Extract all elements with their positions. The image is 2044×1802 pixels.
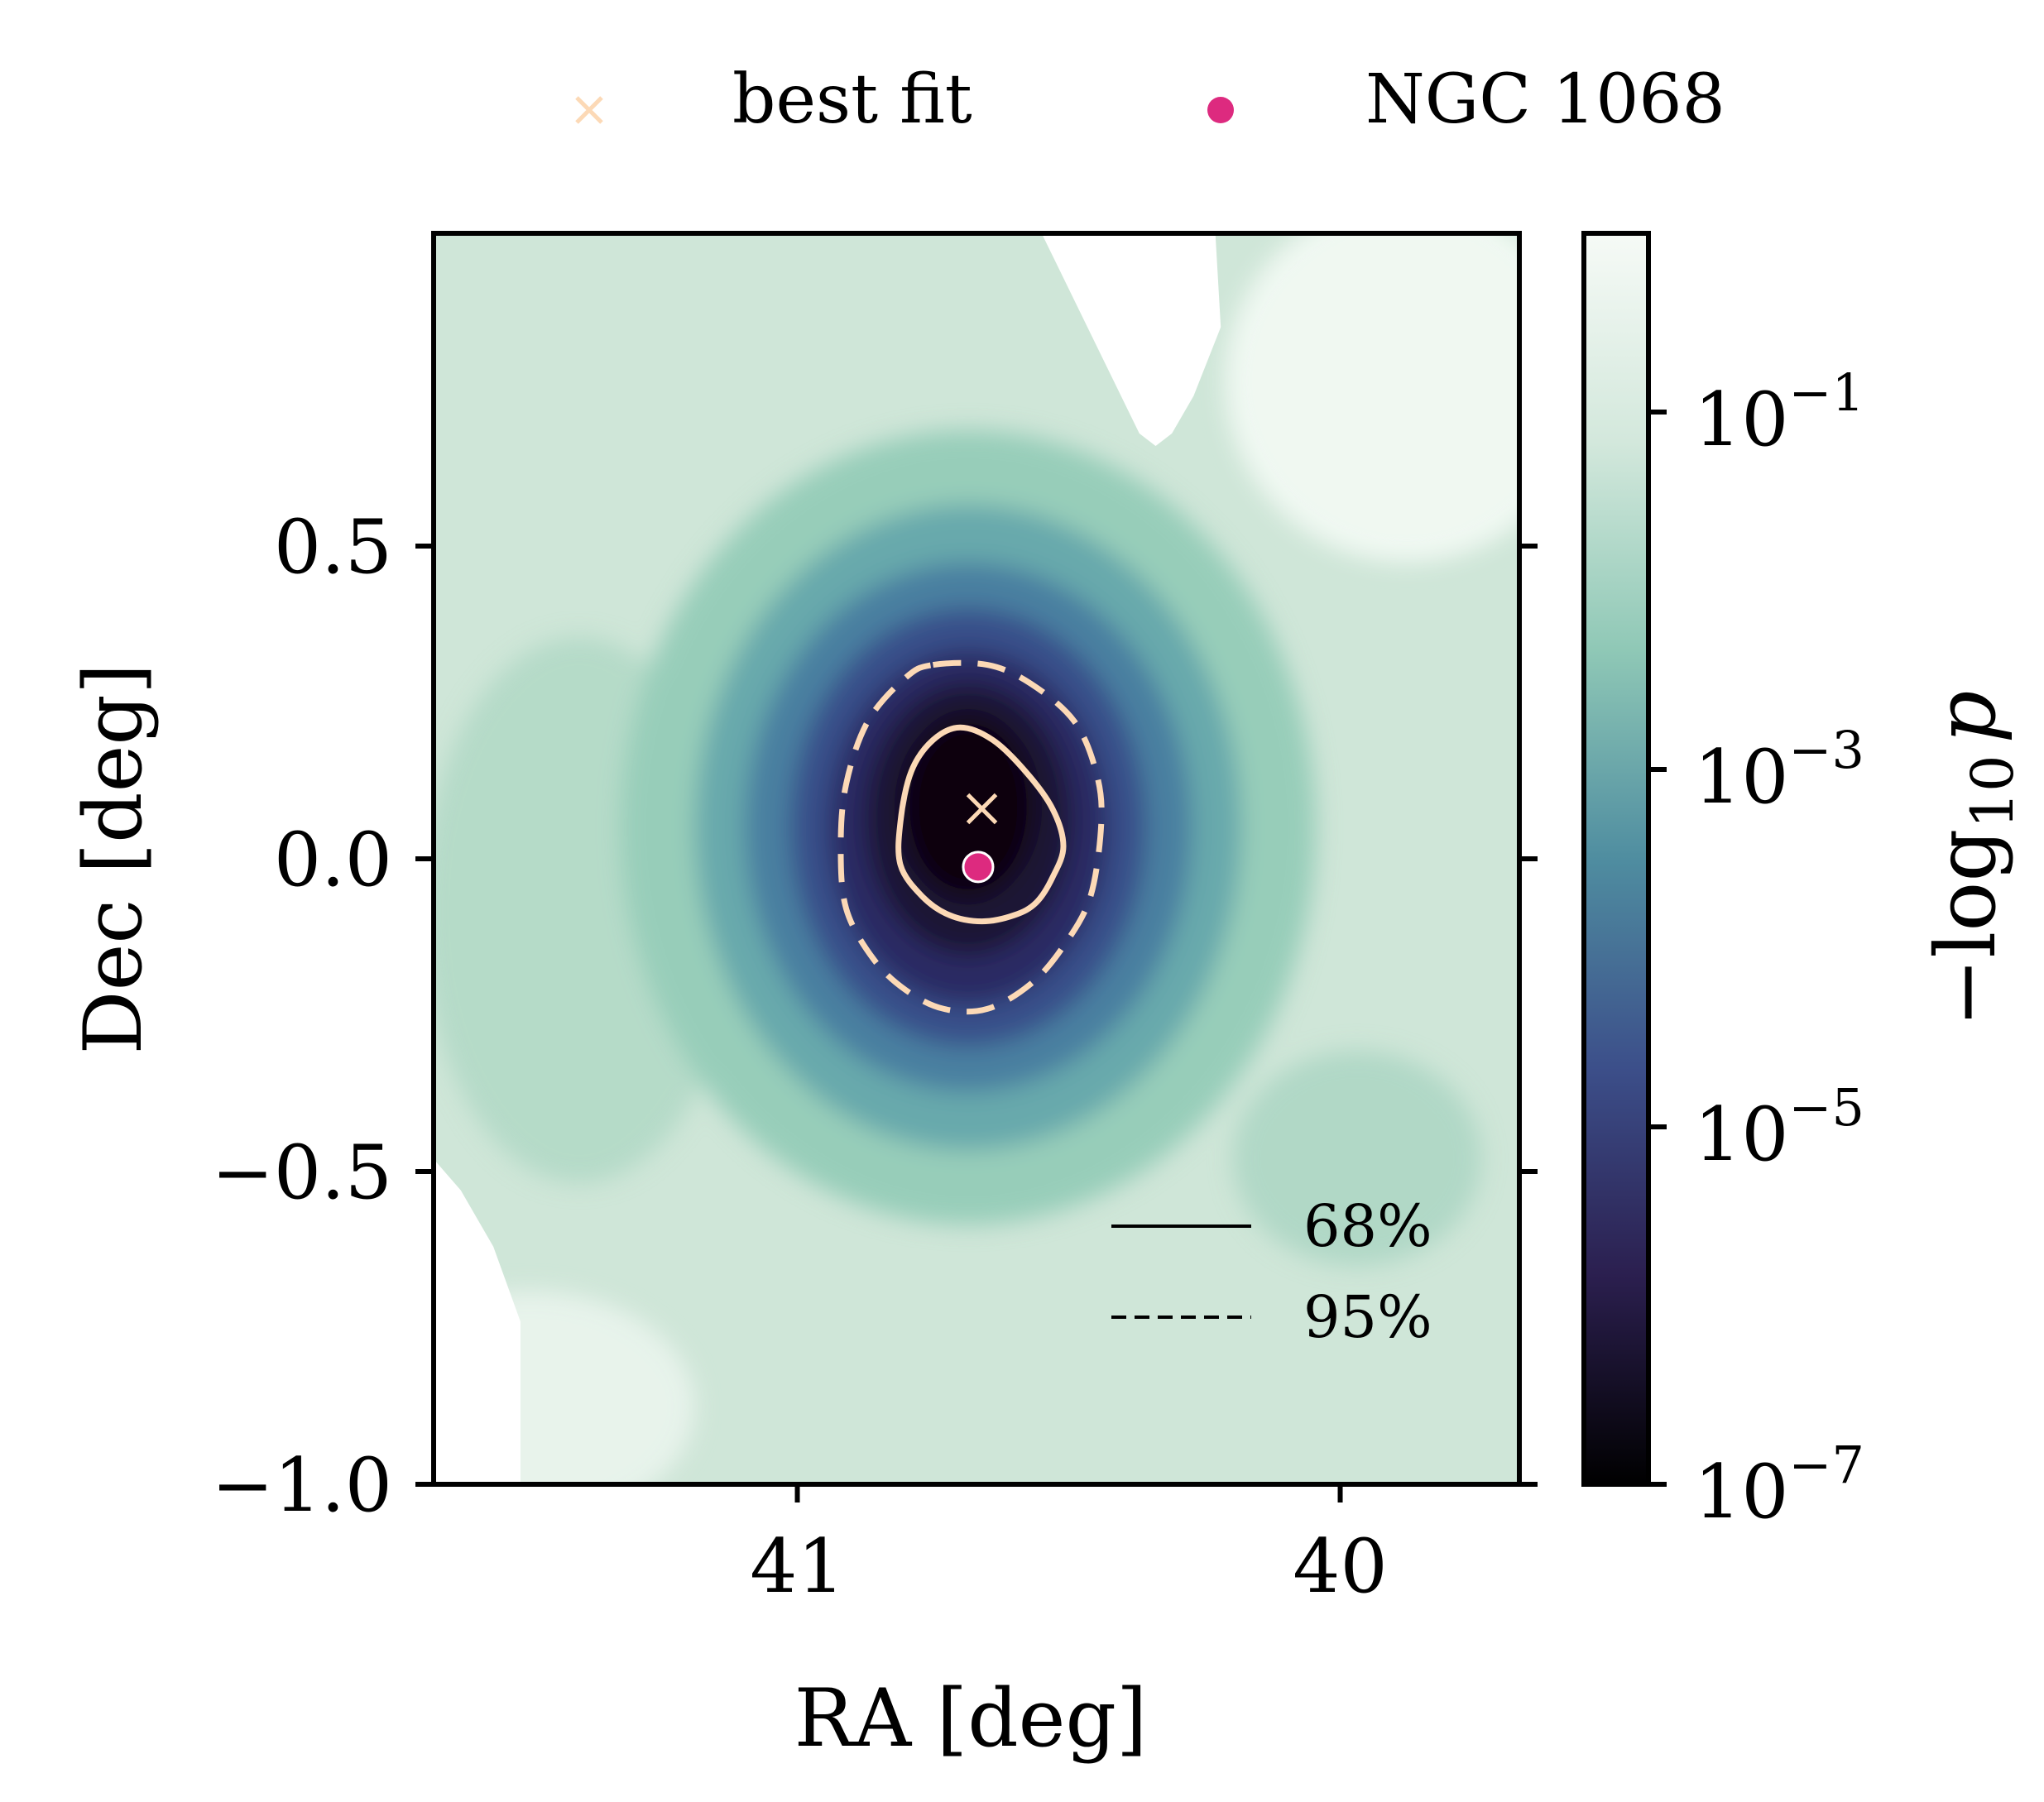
colorbar-tick-label: 10−5 [1694, 1077, 1864, 1178]
x-tick-label: 41 [750, 1523, 845, 1610]
empty-region-2 [434, 1158, 521, 1484]
colorbar-tick-label: 10−3 [1694, 720, 1864, 821]
colorbar-label-prefix: −log [1917, 829, 2014, 1028]
ngc-1068-marker [962, 851, 995, 884]
source-markers [962, 793, 998, 884]
legend-entry-best-fit: best fit [575, 60, 972, 139]
colorbar-frame [1581, 231, 1651, 1487]
heatmap-light-lower-left [434, 1291, 695, 1484]
contour-68-percent [895, 724, 1067, 925]
colorbar-gradient-bar [1584, 233, 1648, 1484]
colorbar-tick-label: 10−7 [1694, 1435, 1864, 1536]
x-axis-ticks: 41 40 [750, 1484, 1388, 1610]
y-tick-label: 0.5 [274, 504, 392, 591]
x-tick-label: 40 [1293, 1523, 1388, 1610]
confidence-contours [837, 659, 1105, 1015]
legend-entry-ngc-1068: NGC 1068 [1207, 60, 1725, 139]
colorbar-ticks: 10−7 10−5 10−3 10−1 [1648, 362, 1864, 1536]
empty-region-1 [1041, 233, 1221, 447]
y-tick-label: −0.5 [211, 1129, 392, 1216]
colorbar: 10−7 10−5 10−3 10−1 −log10 p [1581, 231, 2027, 1536]
empty-regions [434, 233, 1221, 1484]
marker-legend: best fit NGC 1068 [575, 60, 1725, 139]
legend-95-label: 95% [1303, 1283, 1432, 1351]
colorbar-tick-label: 10−1 [1694, 362, 1864, 463]
colorbar-label: −log10 p [1917, 690, 2027, 1027]
colorbar-label-subscript: 10 [1959, 755, 2027, 828]
heatmap-light-upper-right [1225, 233, 1519, 563]
y-axis-ticks: 0.5 0.0 −0.5 −1.0 [211, 504, 1538, 1529]
colorbar-label-variable: p [1917, 690, 2014, 743]
legend-68-label: 68% [1303, 1192, 1432, 1260]
heatmap-halo-lower-right [1233, 1051, 1481, 1266]
contour-95-percent [837, 659, 1105, 1015]
ngc-1068-legend-dot-icon [1207, 97, 1234, 123]
heatmap-field [434, 233, 1519, 1484]
x-axis-label: RA [deg] [794, 1672, 1148, 1765]
best-fit-legend-x-icon [575, 96, 603, 124]
best-fit-marker [966, 793, 998, 825]
y-tick-label: 0.0 [274, 817, 392, 903]
y-tick-label: −1.0 [211, 1442, 392, 1529]
legend-ngc-1068-label: NGC 1068 [1365, 60, 1725, 139]
y-axis-label: Dec [deg] [67, 664, 160, 1055]
heatmap-plot: 41 40 0.5 0.0 −0.5 −1.0 RA [deg] Dec [deg] 6… [67, 231, 1538, 1765]
heatmap-level-7 [902, 716, 1034, 898]
legend-best-fit-label: best fit [732, 60, 972, 139]
contour-legend: 68% 95% [1111, 1192, 1432, 1351]
